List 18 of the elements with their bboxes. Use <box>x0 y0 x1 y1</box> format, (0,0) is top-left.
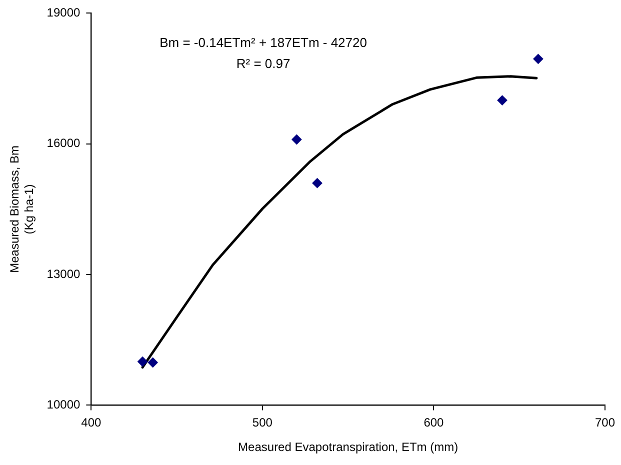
x-tick-label: 600 <box>424 416 444 430</box>
x-tick-label: 400 <box>81 416 102 430</box>
y-tick-label: 13000 <box>46 266 80 281</box>
y-tick-label: 16000 <box>46 136 80 150</box>
point <box>138 356 148 367</box>
point <box>292 134 302 145</box>
annotation: R² = 0.97 <box>236 56 290 71</box>
point <box>148 358 158 368</box>
y-tick-label: 10000 <box>46 398 80 412</box>
x-tick-label: 500 <box>252 416 273 430</box>
x-tick-label: 700 <box>594 416 616 430</box>
x-axis-title: Measured Evapotranspiration, ETm (mm) <box>238 440 458 454</box>
point <box>497 95 508 106</box>
point <box>312 178 322 188</box>
annotation: Bm = -0.14ETm² + 187ETm - 42720 <box>160 34 367 50</box>
point <box>533 54 544 64</box>
y-axis-title: Measured Biomass, Bm (Kg ha-1) <box>8 146 36 273</box>
y-tick-label: 19000 <box>46 6 80 20</box>
